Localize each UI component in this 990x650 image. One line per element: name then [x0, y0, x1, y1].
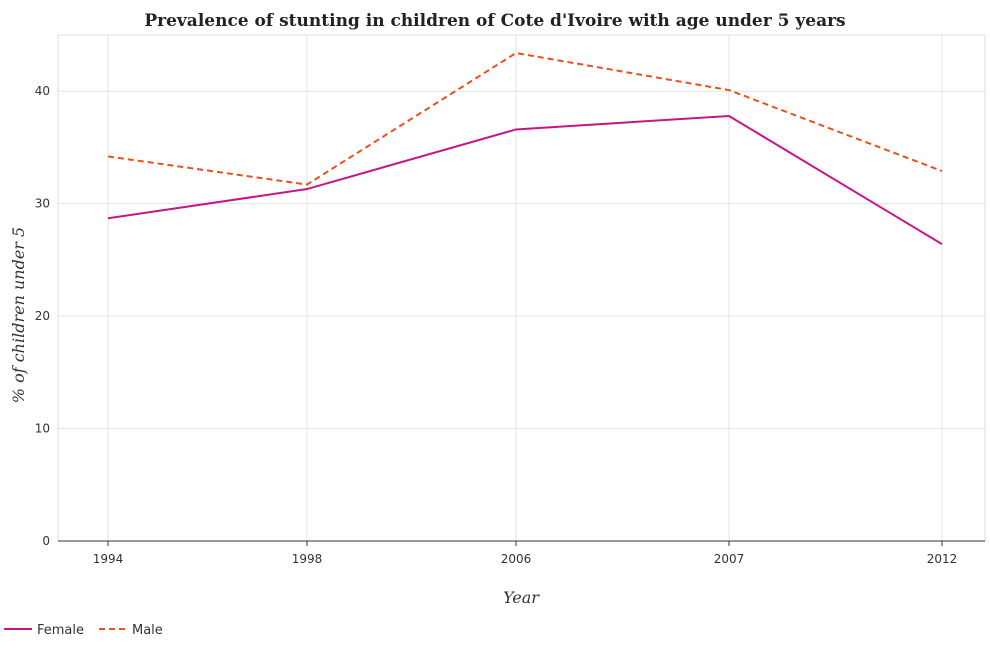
y-tick-label: 40 — [35, 84, 50, 98]
legend: Female Male — [4, 623, 163, 638]
x-tick-label: 2012 — [927, 552, 958, 566]
y-tick-label: 30 — [35, 197, 50, 211]
legend-label-male: Male — [132, 623, 163, 638]
y-gridlines — [58, 90, 985, 542]
x-tick-label: 2007 — [714, 552, 745, 566]
y-tick-label: 20 — [35, 309, 50, 323]
x-gridlines — [107, 35, 943, 541]
y-tick-label: 10 — [35, 422, 50, 436]
series-lines — [107, 51, 943, 246]
chart-title: Prevalence of stunting in children of Co… — [144, 11, 845, 31]
y-tick-label: 0 — [42, 534, 50, 548]
y-tick-labels: 0 10 20 30 40 — [35, 84, 50, 548]
y-axis-label: % of children under 5 — [9, 227, 28, 403]
plot-area — [57, 34, 986, 542]
x-tick-labels: 1994 1998 2006 2007 2012 — [93, 541, 958, 566]
x-tick-label: 1994 — [93, 552, 124, 566]
series-line-male — [107, 51, 943, 186]
x-tick-label: 1998 — [292, 552, 323, 566]
x-tick-label: 2006 — [501, 552, 532, 566]
series-line-female — [107, 114, 943, 246]
x-axis-label: Year — [503, 588, 540, 607]
legend-label-female: Female — [37, 623, 84, 638]
